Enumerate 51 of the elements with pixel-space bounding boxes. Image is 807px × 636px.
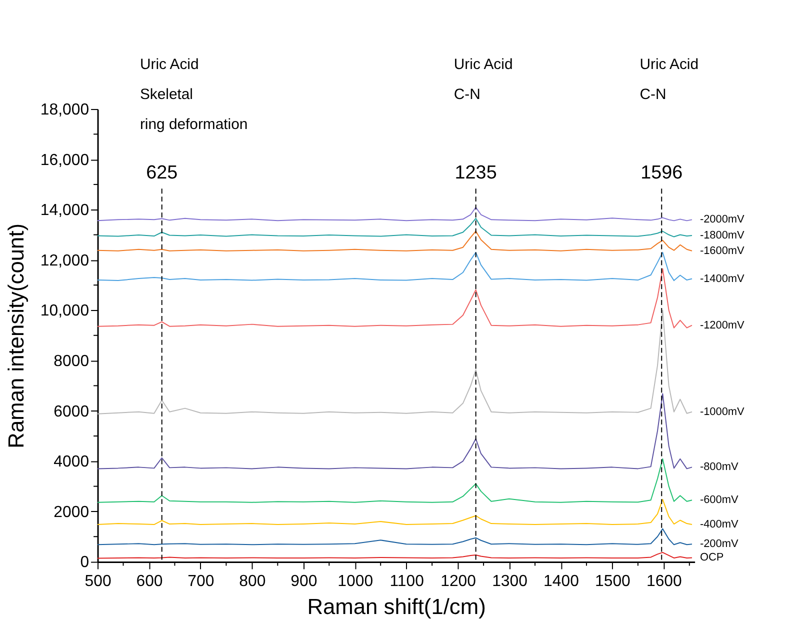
- line-series: [97, 230, 692, 252]
- series-label: -1000mV: [700, 406, 746, 418]
- x-tick-label: 900: [290, 573, 318, 590]
- y-axis-title: Raman intensity(count): [3, 223, 28, 448]
- line-series: [97, 252, 692, 282]
- series-label: -1600mV: [700, 244, 746, 257]
- x-tick-label: 800: [239, 573, 266, 590]
- x-tick-label: 500: [84, 573, 112, 590]
- y-tick-label: 0: [80, 554, 90, 572]
- series-label: -600mV: [700, 494, 739, 506]
- line-series: [97, 310, 692, 414]
- y-tick-label: 12,000: [40, 252, 90, 270]
- line-series: [97, 528, 692, 546]
- y-tick-label: 10,000: [40, 302, 90, 320]
- series-label: -200mV: [700, 538, 739, 550]
- x-tick-label: 1100: [390, 573, 424, 590]
- y-tick-label: 4000: [54, 454, 90, 471]
- x-tick-label: 1500: [595, 573, 631, 590]
- ref-line-label: 1235: [454, 162, 497, 184]
- x-axis-title: Raman shift(1/cm): [307, 594, 486, 619]
- y-tick-label: 6000: [54, 403, 90, 420]
- annotation: Uric Acid Skeletal ring deformation: [140, 56, 248, 133]
- y-tick-label: 14,000: [40, 202, 90, 220]
- x-tick-label: 1300: [492, 573, 528, 590]
- y-tick-label: 2000: [54, 504, 90, 521]
- ref-line-label: 625: [146, 162, 178, 184]
- y-tick-label: 18,000: [40, 101, 90, 118]
- series-label: -800mV: [700, 461, 739, 474]
- line-series: [97, 393, 692, 470]
- x-tick-label: 1400: [544, 573, 580, 590]
- ref-line-label: 1596: [640, 162, 683, 184]
- series-label: -1400mV: [700, 272, 746, 285]
- x-tick-label: 600: [136, 573, 163, 590]
- line-series: [97, 206, 692, 222]
- line-series: [97, 498, 692, 526]
- series-label: -1800mV: [700, 230, 746, 242]
- y-tick-label: 16,000: [40, 152, 90, 169]
- text: Uric Acid C-N: [454, 56, 513, 104]
- x-tick-label: 1000: [338, 573, 374, 590]
- series-label: OCP: [700, 552, 724, 564]
- y-tick-label: 8000: [54, 353, 90, 370]
- series-label: -1200mV: [700, 319, 746, 332]
- line-series: [97, 218, 692, 238]
- x-tick-label: 1200: [440, 573, 476, 590]
- x-tick-label: 1600: [646, 573, 682, 590]
- series-label: -400mV: [700, 518, 739, 531]
- x-tick-label: 700: [188, 573, 214, 590]
- line-series: [97, 268, 692, 328]
- text: Uric Acid C-N: [640, 56, 699, 104]
- line-series: [97, 458, 692, 503]
- series-label: -2000mV: [700, 214, 746, 226]
